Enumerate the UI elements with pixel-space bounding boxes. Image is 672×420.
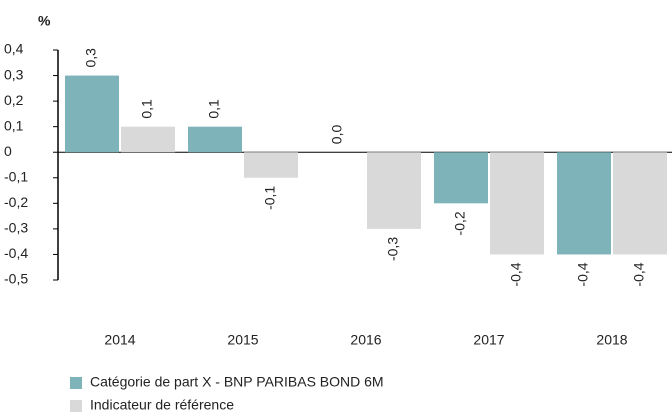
y-tick-label: -0,2 [4, 194, 28, 210]
x-tick-label: 2018 [596, 332, 627, 348]
bar [557, 152, 611, 255]
bar [434, 152, 488, 204]
data-label: 0,1 [206, 99, 222, 119]
legend-swatch [70, 400, 82, 412]
data-label: 0,1 [139, 99, 155, 119]
x-tick-label: 2016 [350, 332, 381, 348]
data-label: -0,4 [575, 262, 591, 286]
x-tick-label: 2014 [104, 332, 135, 348]
legend-swatch [70, 377, 82, 389]
data-label: -0,4 [508, 262, 524, 286]
bar [188, 126, 242, 153]
data-label: -0,4 [631, 262, 647, 286]
bar [490, 152, 544, 255]
y-tick-label: -0,1 [4, 168, 28, 184]
bar [367, 152, 421, 229]
x-tick-label: 2015 [227, 332, 258, 348]
y-tick-label: 0 [4, 143, 12, 159]
y-tick-label: -0,4 [4, 245, 28, 261]
y-axis-label: % [38, 13, 51, 29]
bar [244, 152, 298, 178]
data-label: -0,2 [452, 211, 468, 235]
data-label: -0,1 [262, 186, 278, 210]
x-tick-label: 2017 [473, 332, 504, 348]
y-tick-label: -0,5 [4, 271, 28, 287]
legend-label: Catégorie de part X - BNP PARIBAS BOND 6… [90, 374, 384, 390]
y-tick-label: 0,1 [4, 117, 24, 133]
y-tick-label: 0,3 [4, 66, 24, 82]
bar [613, 152, 667, 255]
y-tick-label: 0,2 [4, 92, 24, 108]
data-label: 0,3 [83, 48, 99, 68]
legend-label: Indicateur de référence [90, 397, 234, 413]
data-label: -0,3 [385, 237, 401, 261]
bar [121, 126, 175, 153]
y-tick-label: 0,4 [4, 41, 24, 57]
y-tick-label: -0,3 [4, 220, 28, 236]
bar [65, 75, 119, 153]
data-label: 0,0 [329, 125, 345, 145]
